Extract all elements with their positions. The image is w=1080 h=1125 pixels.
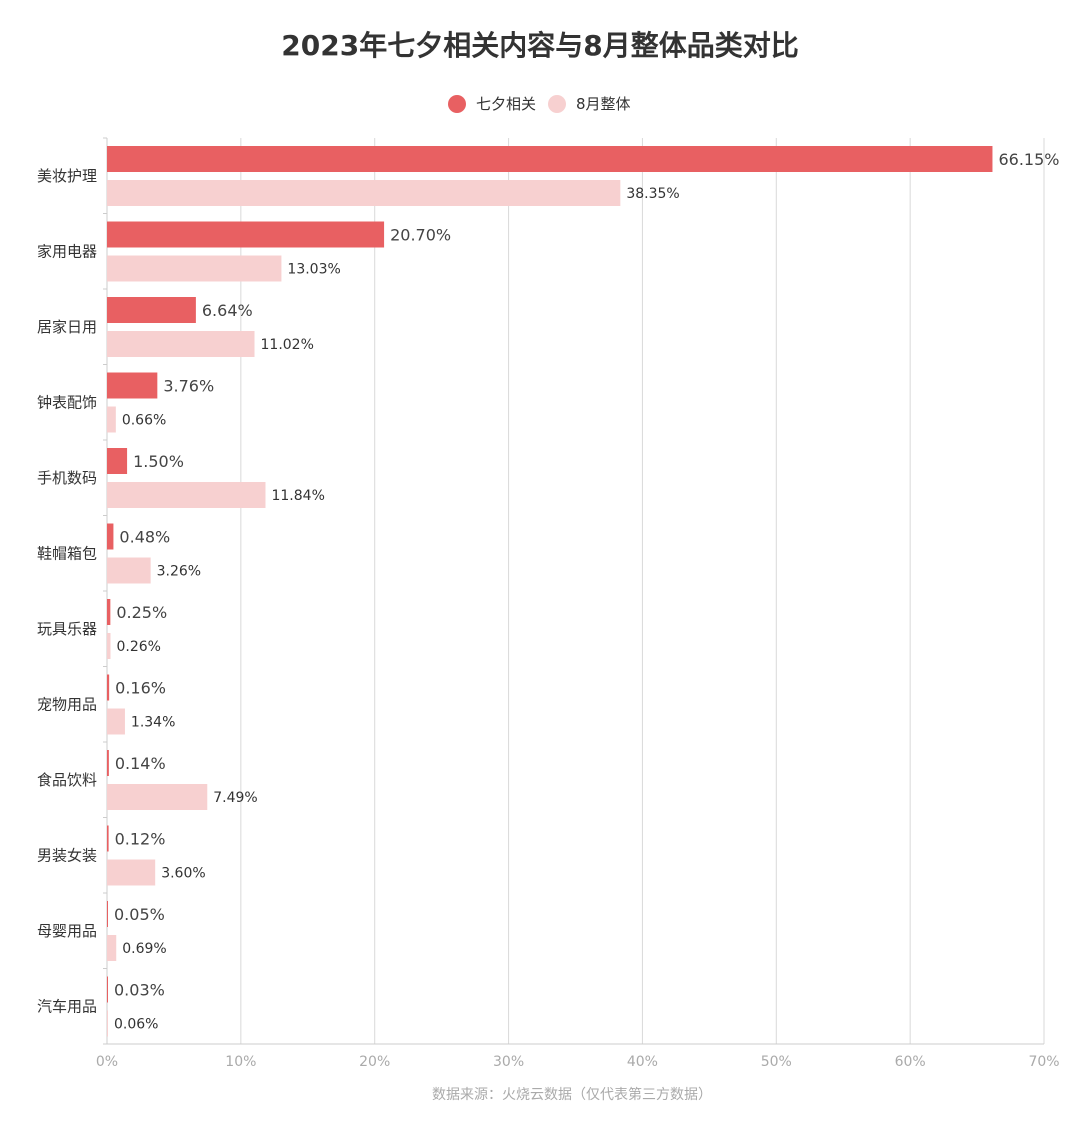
bar-qixi: [107, 523, 114, 550]
bar-august-label: 11.02%: [261, 337, 314, 353]
bar-qixi: [107, 750, 109, 776]
bar-qixi-label: 0.12%: [115, 830, 166, 849]
bar-august-label: 3.26%: [157, 564, 201, 580]
bar-august: [107, 482, 266, 508]
bar-august-label: 0.66%: [122, 413, 166, 429]
bar-august-label: 0.69%: [122, 941, 166, 957]
bar-qixi: [107, 448, 128, 474]
category-label: 男装女装: [37, 846, 97, 864]
bar-august: [107, 331, 255, 357]
bar-august: [107, 255, 282, 282]
bar-august: [107, 180, 621, 206]
bar-august-label: 0.06%: [114, 1017, 158, 1033]
bar-qixi: [107, 146, 993, 172]
category-label: 钟表配饰: [37, 393, 97, 411]
legend-label-qixi: 七夕相关: [476, 95, 536, 113]
x-tick-label: 40%: [627, 1054, 658, 1070]
bar-august-label: 13.03%: [287, 262, 340, 278]
bar-august: [107, 1010, 108, 1037]
x-tick-label: 60%: [895, 1054, 926, 1070]
x-tick-label: 50%: [761, 1054, 792, 1070]
bar-august-label: 11.84%: [271, 488, 324, 504]
bar-august-label: 3.60%: [161, 866, 205, 882]
category-label: 汽车用品: [37, 997, 97, 1015]
category-label: 家用电器: [37, 242, 97, 260]
chart-title: 2023年七夕相关内容与8月整体品类对比: [281, 29, 798, 62]
bar-august: [107, 859, 156, 886]
x-tick-label: 0%: [96, 1054, 118, 1070]
bar-qixi-label: 0.48%: [119, 528, 170, 547]
legend-marker-qixi: [448, 95, 466, 113]
grid-lines: [106, 138, 1045, 1044]
bar-qixi: [107, 901, 108, 927]
bars: 美妆护理 66.15% 38.35% 家用电器 20.70% 13.03% 居家日用 6.64…: [37, 146, 1059, 1037]
category-label: 宠物用品: [37, 695, 97, 713]
bar-qixi-label: 66.15%: [998, 150, 1059, 169]
category-label: 玩具乐器: [37, 620, 97, 638]
bar-august: [107, 633, 111, 659]
source-note: 数据来源：火烧云数据（仅代表第三方数据）: [432, 1086, 712, 1103]
bar-qixi-label: 0.03%: [114, 981, 165, 1000]
legend: 七夕相关 8月整体: [448, 95, 631, 113]
bar-august: [107, 557, 151, 584]
bar-qixi-label: 0.14%: [115, 754, 166, 773]
category-label: 鞋帽箱包: [37, 544, 97, 562]
bar-august-label: 0.26%: [116, 639, 160, 655]
bar-qixi: [107, 297, 196, 323]
bar-august-label: 38.35%: [626, 186, 679, 202]
bar-qixi: [107, 599, 111, 625]
bar-qixi-label: 0.05%: [114, 905, 165, 924]
bar-qixi: [107, 221, 385, 248]
bar-qixi-label: 0.25%: [116, 603, 167, 622]
x-axis: 0% 10% 20% 30% 40% 50% 60% 70%: [96, 137, 1060, 1070]
category-label: 手机数码: [37, 469, 97, 487]
category-label: 美妆护理: [37, 167, 97, 185]
bar-qixi-label: 3.76%: [163, 377, 214, 396]
x-tick-label: 70%: [1028, 1054, 1059, 1070]
bar-august: [107, 708, 125, 735]
legend-label-august: 8月整体: [576, 95, 631, 113]
x-tick-label: 20%: [359, 1054, 390, 1070]
bar-qixi-label: 6.64%: [202, 301, 253, 320]
x-tick-label: 30%: [493, 1054, 524, 1070]
bar-qixi: [107, 825, 109, 852]
bar-qixi: [107, 674, 110, 701]
bar-august: [107, 784, 208, 810]
bar-qixi: [107, 372, 158, 399]
bar-august: [107, 935, 117, 961]
bar-august-label: 1.34%: [131, 715, 175, 731]
bar-qixi-label: 20.70%: [390, 226, 451, 245]
bar-qixi-label: 1.50%: [133, 452, 184, 471]
bar-august: [107, 406, 116, 433]
legend-marker-august: [548, 95, 566, 113]
category-label: 居家日用: [37, 318, 97, 336]
bar-qixi: [107, 976, 108, 1003]
x-tick-label: 10%: [225, 1054, 256, 1070]
category-label: 食品饮料: [37, 771, 97, 789]
bar-qixi-label: 0.16%: [115, 679, 166, 698]
bar-august-label: 7.49%: [213, 790, 257, 806]
category-label: 母婴用品: [37, 922, 97, 940]
